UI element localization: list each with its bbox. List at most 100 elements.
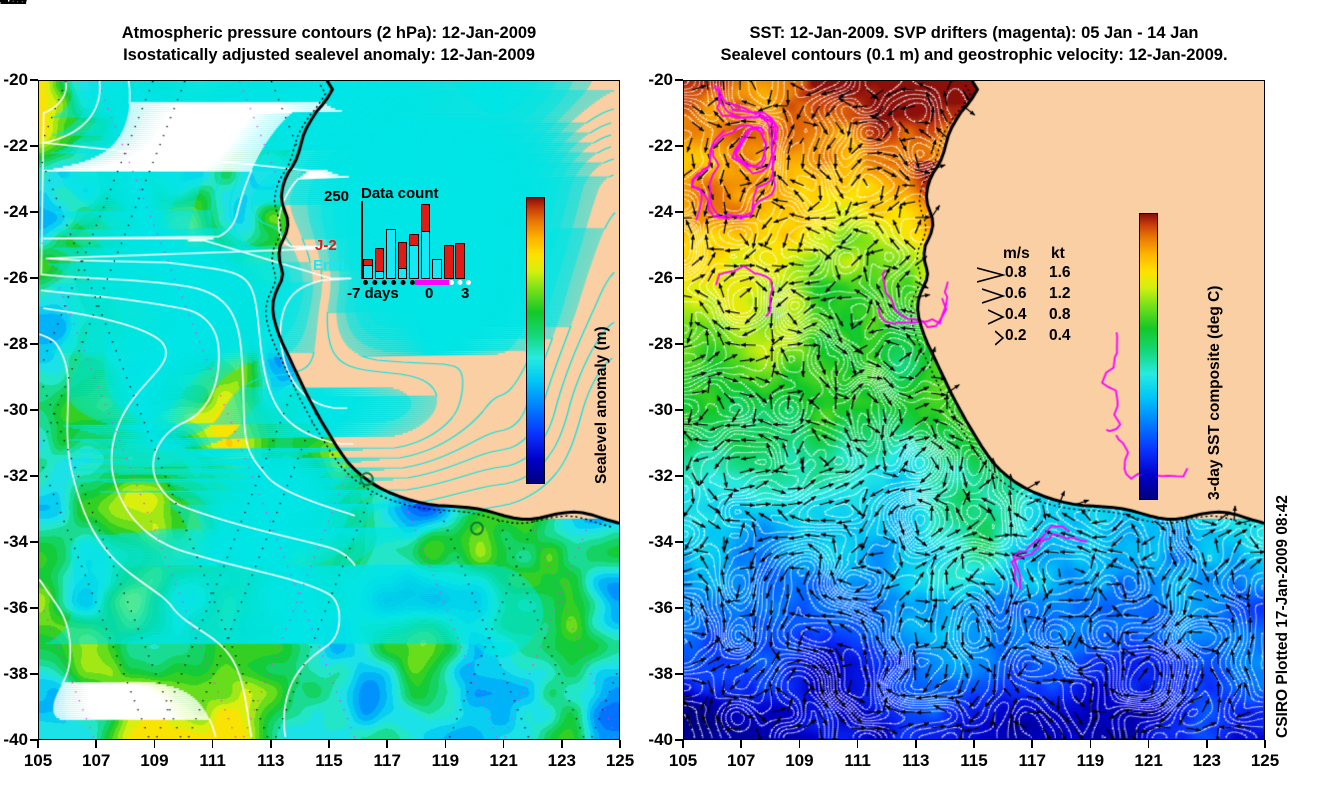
y-tick-label: -32	[648, 466, 673, 485]
x-tick	[502, 740, 505, 748]
inset-bars	[363, 201, 467, 279]
inset-bar-envi	[432, 258, 443, 279]
y-tick-label: -22	[3, 136, 28, 155]
x-tick-label: 113	[257, 751, 285, 770]
colorbar-tick-label: -0.2	[0, 0, 27, 9]
x-tick-label: 119	[1076, 751, 1105, 770]
y-tick-label: -26	[3, 268, 28, 287]
y-tick-label: -24	[3, 202, 28, 221]
colorbar-tick-label: 0.4	[0, 0, 22, 9]
velkey-kt-value: 0.8	[1049, 306, 1071, 323]
x-tick	[328, 740, 330, 748]
velkey-ms-value: 0.2	[1005, 327, 1027, 344]
x-tick-label: 115	[315, 751, 343, 770]
right-panel-title: SST: 12-Jan-2009. SVP drifters (magenta)…	[683, 22, 1265, 66]
x-tick-label: 117	[373, 751, 401, 770]
colorbar-tick-label: 15	[0, 0, 17, 9]
x-tick	[270, 740, 272, 748]
y-tick	[675, 739, 683, 741]
y-tick-label: -38	[648, 664, 673, 683]
y-tick-label: -40	[3, 730, 28, 749]
inset-bar-envi	[363, 264, 373, 279]
x-tick-label: 125	[1250, 751, 1280, 770]
x-tick-label: 111	[199, 751, 226, 770]
velkey-ms-value: 0.6	[1005, 285, 1027, 302]
y-tick	[675, 541, 683, 543]
velkey-arrow-icon	[977, 267, 1007, 283]
right-title-line1: SST: 12-Jan-2009. SVP drifters (magenta)…	[749, 24, 1199, 42]
x-tick	[153, 740, 156, 748]
y-tick	[30, 739, 38, 741]
plot-footer: CSIRO Plotted 17-Jan-2009 08:42	[1274, 495, 1291, 738]
y-tick	[30, 673, 38, 675]
velkey-arrow-icon	[982, 288, 1006, 304]
left-title-line1: Atmospheric pressure contours (2 hPa): 1…	[121, 24, 537, 42]
y-tick-label: -38	[3, 664, 28, 683]
x-tick	[619, 740, 621, 748]
sealevel-anomaly-field	[39, 81, 619, 739]
colorbar-tick-label: 25	[0, 0, 17, 9]
velkey-ms-value: 0.4	[1005, 306, 1027, 323]
inset-baseline	[363, 280, 471, 285]
sst-colorbar-title: 3-day SST composite (deg C)	[1206, 285, 1223, 500]
x-tick-label: 121	[489, 751, 518, 770]
y-tick-label: -28	[648, 334, 673, 353]
inset-x-label: 3	[461, 285, 470, 302]
x-tick	[740, 740, 742, 748]
left-panel-title: Atmospheric pressure contours (2 hPa): 1…	[38, 22, 620, 66]
sst-map[interactable]	[683, 80, 1265, 740]
x-tick-label: 107	[727, 751, 756, 770]
sealevel-colorbar-title: Sealevel anomaly (m)	[593, 326, 610, 484]
y-tick-label: -24	[648, 202, 673, 221]
colorbar-tick-label: 20	[0, 0, 17, 9]
y-tick-label: -20	[3, 70, 28, 89]
x-tick	[444, 740, 447, 748]
y-tick	[30, 145, 38, 147]
y-tick	[30, 211, 38, 213]
y-tick	[30, 475, 38, 477]
x-tick	[1031, 740, 1033, 748]
inset-bar-envi	[409, 244, 419, 279]
velkey-header-kt: kt	[1051, 245, 1065, 262]
velkey-row: 0.2 0.4	[975, 327, 1095, 347]
left-title-line2: Isostatically adjusted sealevel anomaly:…	[123, 46, 535, 64]
y-tick	[30, 541, 38, 543]
right-title-line2: Sealevel contours (0.1 m) and geostrophi…	[720, 46, 1228, 64]
inset-baseline-segment	[363, 280, 415, 285]
sst-field	[684, 81, 1264, 739]
y-tick-label: -28	[3, 334, 28, 353]
sealevel-anomaly-map[interactable]	[38, 80, 620, 740]
y-tick	[30, 607, 38, 609]
colorbar-tick-label: 0	[0, 0, 9, 9]
velkey-kt-value: 1.2	[1049, 285, 1071, 302]
inset-y-axis	[361, 201, 363, 279]
y-tick	[675, 211, 683, 213]
x-tick-label: 105	[668, 751, 698, 770]
velkey-row: 0.6 1.2	[975, 285, 1095, 305]
velkey-kt-value: 0.4	[1049, 327, 1071, 344]
sst-colorbar-gradient	[1140, 214, 1157, 499]
colorbar-tick-label: -0.4	[0, 0, 27, 9]
inset-bar	[455, 201, 466, 279]
inset-bar-j2	[455, 243, 466, 279]
x-tick-label: 115	[960, 751, 988, 770]
sst-colorbar	[1139, 213, 1158, 500]
inset-bar	[409, 201, 419, 279]
x-tick-label: 119	[431, 751, 460, 770]
y-tick	[675, 343, 683, 345]
x-tick-label: 125	[605, 751, 635, 770]
velkey-kt-value: 1.6	[1049, 264, 1071, 281]
y-tick	[30, 277, 38, 279]
inset-title: Data count	[361, 185, 439, 202]
sealevel-colorbar-gradient	[527, 198, 544, 483]
y-tick-label: -34	[648, 532, 673, 551]
x-tick-label: 111	[844, 751, 871, 770]
y-tick-label: -36	[648, 598, 673, 617]
data-count-inset: 250 Data count -7 days 0 3 J-2 Envi	[313, 185, 475, 302]
colorbar-tick	[0, 0, 6, 2]
sealevel-colorbar	[526, 197, 545, 484]
y-tick	[675, 145, 683, 147]
velkey-ms-value: 0.8	[1005, 264, 1027, 281]
velkey-arrow-icon	[995, 330, 1005, 346]
